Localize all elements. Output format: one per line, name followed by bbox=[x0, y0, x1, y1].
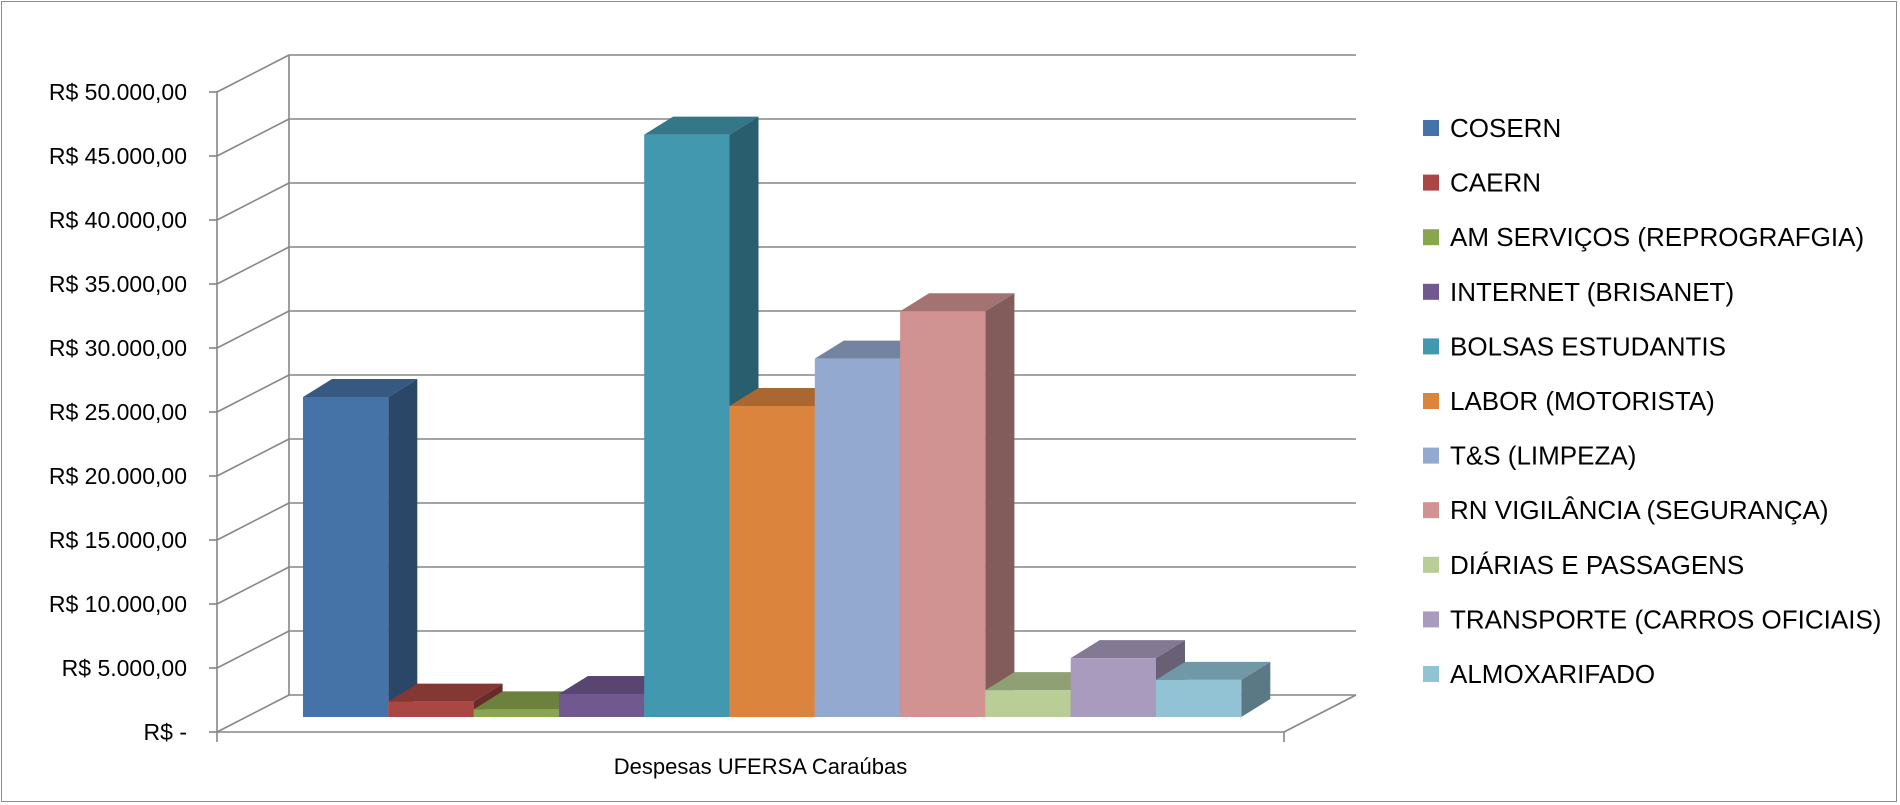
legend-label: BOLSAS ESTUDANTIS bbox=[1450, 331, 1726, 361]
gridline-depth bbox=[216, 54, 290, 93]
gridline-depth bbox=[216, 630, 290, 669]
legend-item: LABOR (MOTORISTA) bbox=[1423, 386, 1715, 416]
bar-front bbox=[814, 358, 901, 717]
legend-item: TRANSPORTE (CARROS OFICIAIS) bbox=[1423, 604, 1881, 634]
y-tick-label: R$ 35.000,00 bbox=[49, 271, 187, 297]
bar-front bbox=[1070, 658, 1156, 717]
bar-top bbox=[644, 116, 759, 135]
axis-layer bbox=[209, 55, 1357, 742]
bar-front bbox=[985, 690, 1071, 717]
legend-swatch bbox=[1423, 611, 1439, 628]
bar-top bbox=[1156, 661, 1271, 680]
legend-swatch bbox=[1423, 174, 1439, 191]
bar-front bbox=[729, 405, 815, 717]
bar-front bbox=[473, 709, 559, 717]
legend-item: AM SERVIÇOS (REPROGRAFGIA) bbox=[1423, 222, 1864, 252]
y-axis-ticks: R$ - R$ 5.000,00 R$ 10.000,00 R$ 15.000,00 R… bbox=[49, 79, 187, 745]
gridline-depth bbox=[216, 438, 290, 477]
legend-label: COSERN bbox=[1450, 113, 1561, 143]
legend-label: AM SERVIÇOS (REPROGRAFGIA) bbox=[1450, 222, 1864, 252]
legend-label: INTERNET (BRISANET) bbox=[1450, 277, 1734, 307]
y-tick-label: R$ 15.000,00 bbox=[49, 527, 187, 553]
bar-front bbox=[558, 693, 645, 717]
legend-label: LABOR (MOTORISTA) bbox=[1450, 386, 1715, 416]
floor-edge bbox=[1283, 694, 1357, 733]
gridline-depth bbox=[216, 566, 290, 605]
bar-top bbox=[900, 293, 1015, 312]
y-tick-label: R$ 45.000,00 bbox=[49, 143, 187, 169]
y-tick-label: R$ - bbox=[144, 719, 187, 745]
legend-swatch bbox=[1423, 556, 1439, 573]
bar-front bbox=[900, 311, 986, 717]
legend-label: T&S (LIMPEZA) bbox=[1450, 441, 1636, 471]
legend-swatch bbox=[1423, 283, 1439, 300]
bar-front bbox=[644, 134, 730, 718]
bar-transporte-carros-oficiais bbox=[1070, 640, 1185, 717]
bar-front bbox=[1156, 679, 1242, 717]
y-tick-label: R$ 50.000,00 bbox=[49, 79, 187, 105]
bar-side bbox=[985, 293, 1015, 717]
legend-label: ALMOXARIFADO bbox=[1450, 659, 1655, 689]
gridline-depth bbox=[216, 182, 290, 221]
gridline-depth bbox=[216, 310, 290, 349]
y-tick-label: R$ 40.000,00 bbox=[49, 207, 187, 233]
gridline-depth bbox=[216, 118, 290, 157]
y-tick-label: R$ 5.000,00 bbox=[62, 655, 187, 681]
legend-swatch bbox=[1423, 229, 1439, 246]
legend-item: COSERN bbox=[1423, 113, 1561, 143]
bar-almoxarifado bbox=[1156, 661, 1271, 717]
legend-item: RN VIGILÂNCIA (SEGURANÇA) bbox=[1423, 495, 1829, 525]
legend-item: BOLSAS ESTUDANTIS bbox=[1423, 331, 1726, 361]
bar-front bbox=[388, 701, 474, 717]
legend-label: TRANSPORTE (CARROS OFICIAIS) bbox=[1450, 604, 1881, 634]
legend-swatch bbox=[1423, 120, 1439, 136]
legend-label: RN VIGILÂNCIA (SEGURANÇA) bbox=[1450, 495, 1829, 525]
bars-layer bbox=[303, 116, 1271, 718]
legend-item: T&S (LIMPEZA) bbox=[1423, 441, 1636, 471]
bar-top bbox=[1070, 640, 1185, 659]
legend-item: CAERN bbox=[1423, 168, 1541, 198]
gridline-depth bbox=[216, 246, 290, 285]
legend-item: ALMOXARIFADO bbox=[1423, 659, 1655, 689]
bar-side bbox=[388, 379, 418, 717]
y-tick-label: R$ 10.000,00 bbox=[49, 591, 187, 617]
bar-top bbox=[388, 683, 503, 702]
legend: COSERN CAERN AM SERVIÇOS (REPROGRAFGIA) INT… bbox=[1423, 113, 1881, 689]
legend-swatch bbox=[1423, 338, 1439, 355]
bar-front bbox=[303, 397, 389, 717]
legend-item: DIÁRIAS E PASSAGENS bbox=[1423, 550, 1744, 580]
bar-rn-vigil-ncia-seguran-a bbox=[900, 293, 1015, 717]
legend-swatch bbox=[1423, 393, 1439, 409]
gridline-depth bbox=[216, 502, 290, 541]
gridline-depth bbox=[216, 694, 290, 733]
y-tick-label: R$ 20.000,00 bbox=[49, 463, 187, 489]
legend-swatch bbox=[1423, 447, 1439, 464]
y-tick-label: R$ 30.000,00 bbox=[49, 335, 187, 361]
bar-cosern bbox=[303, 379, 418, 717]
y-tick-label: R$ 25.000,00 bbox=[49, 399, 187, 425]
bar-top bbox=[303, 379, 418, 397]
category-label: Despesas UFERSA Caraúbas bbox=[614, 754, 907, 779]
legend-swatch bbox=[1423, 666, 1439, 682]
legend-label: DIÁRIAS E PASSAGENS bbox=[1450, 550, 1744, 580]
legend-swatch bbox=[1423, 502, 1439, 519]
gridline-depth bbox=[216, 374, 290, 413]
bar-side bbox=[1241, 661, 1271, 717]
legend-label: CAERN bbox=[1450, 168, 1541, 198]
legend-item: INTERNET (BRISANET) bbox=[1423, 277, 1734, 307]
